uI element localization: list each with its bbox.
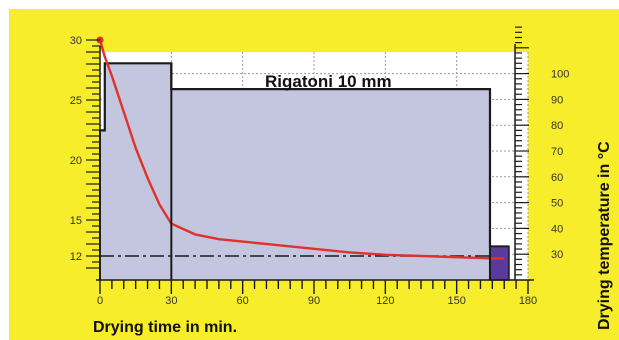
right-axis: 100 90 80 70 60 50 40 30	[514, 26, 569, 280]
end-phase-block	[489, 245, 510, 281]
right-axis-title: Drying temperature in °C	[596, 141, 613, 330]
right-axis-tick-label: 40	[551, 223, 563, 235]
bottom-axis-tick-label: 30	[165, 295, 177, 307]
right-axis-tick-label: 60	[551, 172, 563, 184]
right-axis-tick-label: 100	[551, 69, 569, 81]
right-axis-tick-label: 90	[551, 94, 563, 106]
right-axis-tick-label: 30	[551, 249, 563, 261]
left-axis-tick-label: 12	[70, 251, 82, 263]
bottom-axis-tick-label: 180	[519, 295, 537, 307]
bottom-axis-tick-label: 120	[376, 295, 394, 307]
left-axis-tick-label: 30	[70, 35, 82, 47]
left-axis: 30 25 20 15 12	[70, 35, 101, 280]
moisture-curve	[98, 39, 505, 260]
chart-title: Rigatoni 10 mm	[265, 72, 392, 91]
x-axis-title: Drying time in min.	[93, 319, 237, 336]
bottom-axis-tick-label: 0	[97, 295, 103, 307]
right-axis-tick-label: 70	[551, 146, 563, 158]
left-axis-tick-label: 20	[70, 155, 82, 167]
bottom-axis: 0 30 60 90 120 150 180	[96, 279, 537, 307]
left-axis-tick-label: 25	[70, 95, 82, 107]
left-axis-tick-label: 15	[70, 215, 82, 227]
right-axis-tick-label: 50	[551, 198, 563, 210]
bottom-axis-tick-label: 90	[308, 295, 320, 307]
bottom-axis-tick-label: 60	[237, 295, 249, 307]
temperature-profile-fill	[100, 63, 490, 280]
right-axis-tick-label: 80	[551, 120, 563, 132]
bottom-axis-tick-label: 150	[447, 295, 465, 307]
